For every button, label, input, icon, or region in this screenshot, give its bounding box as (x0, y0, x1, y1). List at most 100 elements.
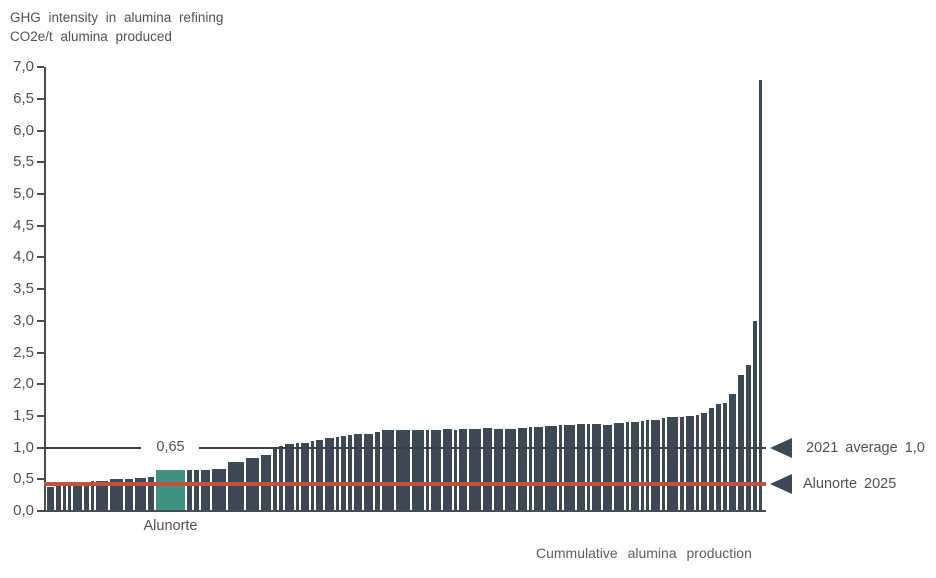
bar (336, 437, 339, 511)
average-line-segment-right (198, 447, 766, 449)
alunorte-2025-arrow-icon (770, 474, 792, 494)
bar (545, 426, 557, 511)
y-axis-tick (37, 383, 44, 385)
bar (729, 394, 736, 511)
y-axis-tick (37, 478, 44, 480)
bar (518, 428, 527, 511)
y-axis-tick-label: 5,0 (13, 185, 34, 202)
average-line-segment-left (44, 447, 141, 449)
y-axis-tick (37, 66, 44, 68)
y-axis-tick (37, 288, 44, 290)
chart-title-line1: GHG intensity in alumina refining (10, 10, 224, 25)
bar (375, 432, 380, 511)
bar (723, 403, 727, 511)
bar (68, 484, 71, 511)
bar (701, 413, 707, 511)
bar (73, 482, 82, 511)
bar (91, 481, 94, 511)
bar (426, 430, 429, 511)
bar (534, 427, 543, 511)
bar (696, 415, 699, 511)
bar (348, 435, 352, 511)
bar (341, 436, 346, 511)
y-axis-tick (37, 98, 44, 100)
bar (564, 425, 575, 511)
bar (651, 420, 660, 511)
highlight-bar-alunorte (156, 470, 185, 511)
y-axis-tick (37, 415, 44, 417)
highlight-value-label: 0,65 (152, 439, 189, 455)
bar (56, 485, 61, 511)
bar (47, 487, 54, 511)
bars (47, 67, 762, 511)
bar (296, 443, 299, 511)
bar (667, 417, 678, 511)
y-axis-tick (37, 193, 44, 195)
bar (316, 440, 323, 511)
y-axis-tick-label: 4,5 (13, 217, 34, 234)
bar (96, 481, 108, 511)
y-axis-tick-label: 0,5 (13, 470, 34, 487)
bar (753, 321, 757, 511)
bar (709, 408, 714, 511)
bar (364, 434, 373, 511)
y-axis-tick-label: 6,5 (13, 90, 34, 107)
bar (273, 448, 277, 511)
y-axis-tick (37, 256, 44, 258)
y-axis-tick-label: 1,5 (13, 407, 34, 424)
y-axis-tick-label: 3,5 (13, 280, 34, 297)
y-axis-line (44, 67, 46, 511)
bar (382, 430, 394, 511)
y-axis-tick (37, 447, 44, 449)
bar (592, 424, 601, 511)
y-axis-tick-label: 1,0 (13, 439, 34, 456)
bar (614, 423, 624, 511)
bar (354, 434, 362, 511)
bar (194, 470, 199, 511)
bar (662, 418, 665, 511)
average-line-label: 2021 average 1,0 (806, 440, 925, 456)
bar (494, 429, 503, 511)
y-axis-tick-label: 2,5 (13, 344, 34, 361)
bar (686, 416, 694, 511)
chart-title: GHG intensity in alumina refining CO2e/t… (10, 8, 223, 46)
y-axis-tick-label: 7,0 (13, 58, 34, 75)
y-axis-tick (37, 320, 44, 322)
chart-title-line2: CO2e/t alumina produced (10, 29, 172, 44)
bar (459, 429, 467, 511)
bar (680, 417, 684, 511)
bar (187, 470, 192, 511)
y-axis-tick (37, 510, 44, 512)
highlight-bar-label: Alunorte (143, 518, 198, 534)
bar (443, 429, 452, 511)
bar (285, 444, 294, 511)
x-axis-line (44, 510, 766, 512)
y-axis-tick-label: 3,0 (13, 312, 34, 329)
bar (759, 80, 762, 511)
bar (631, 422, 639, 511)
alunorte-2025-line (44, 482, 766, 486)
bar (626, 422, 629, 511)
y-axis-tick-label: 5,5 (13, 153, 34, 170)
y-axis-tick-label: 4,0 (13, 248, 34, 265)
bar (577, 424, 585, 511)
bar (483, 428, 492, 511)
bar (716, 404, 721, 511)
bar (529, 427, 532, 511)
y-axis-tick (37, 130, 44, 132)
bar (559, 425, 562, 511)
bar (431, 430, 441, 511)
bar (396, 430, 410, 511)
bar (228, 462, 244, 511)
bar (201, 470, 210, 511)
y-axis-tick (37, 161, 44, 163)
bar (84, 482, 89, 511)
bar (301, 443, 309, 511)
bar (325, 438, 334, 511)
bar (279, 446, 283, 511)
y-axis-tick (37, 225, 44, 227)
bar (110, 479, 123, 511)
bar (311, 441, 314, 511)
bar (412, 430, 424, 511)
bar (746, 365, 751, 511)
